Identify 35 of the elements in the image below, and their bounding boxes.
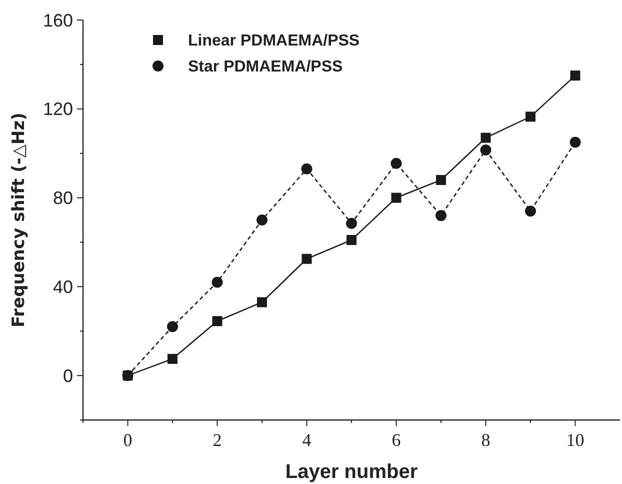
- point: [257, 297, 267, 308]
- x-tick-label: 4: [302, 430, 312, 450]
- point: [167, 321, 178, 332]
- point: [302, 254, 312, 264]
- y-tick-label: 40: [52, 276, 73, 297]
- point: [168, 354, 178, 364]
- point: [212, 276, 223, 288]
- point: [436, 175, 446, 185]
- point: [570, 70, 580, 81]
- point: [570, 136, 581, 148]
- x-tick-label: 8: [481, 430, 490, 450]
- point: [436, 210, 446, 222]
- y-tick-label: 120: [42, 99, 73, 120]
- point: [346, 218, 357, 229]
- x-axis-title: Layer number: [285, 461, 418, 483]
- point: [480, 144, 492, 156]
- point: [301, 163, 312, 174]
- point: [212, 316, 222, 326]
- y-tick-label: 80: [52, 188, 73, 208]
- point: [390, 158, 402, 169]
- y-axis-title: Frequency shift (-△Hz): [9, 112, 29, 328]
- x-tick-label: 6: [392, 430, 401, 450]
- point: [480, 132, 491, 143]
- legend-label: Star PDMAEMA/PSS: [188, 58, 344, 76]
- legend-label: Linear PDMAEMA/PSS: [188, 32, 360, 50]
- y-tick-label: 0: [62, 366, 73, 386]
- x-tick-label: 0: [123, 430, 132, 450]
- x-tick-label: 2: [212, 430, 222, 450]
- point: [526, 112, 536, 122]
- x-tick-label: 10: [566, 430, 584, 450]
- point: [525, 206, 536, 217]
- y-tick-label: 160: [42, 10, 73, 30]
- point: [346, 235, 356, 245]
- point: [256, 214, 268, 226]
- point: [391, 192, 402, 203]
